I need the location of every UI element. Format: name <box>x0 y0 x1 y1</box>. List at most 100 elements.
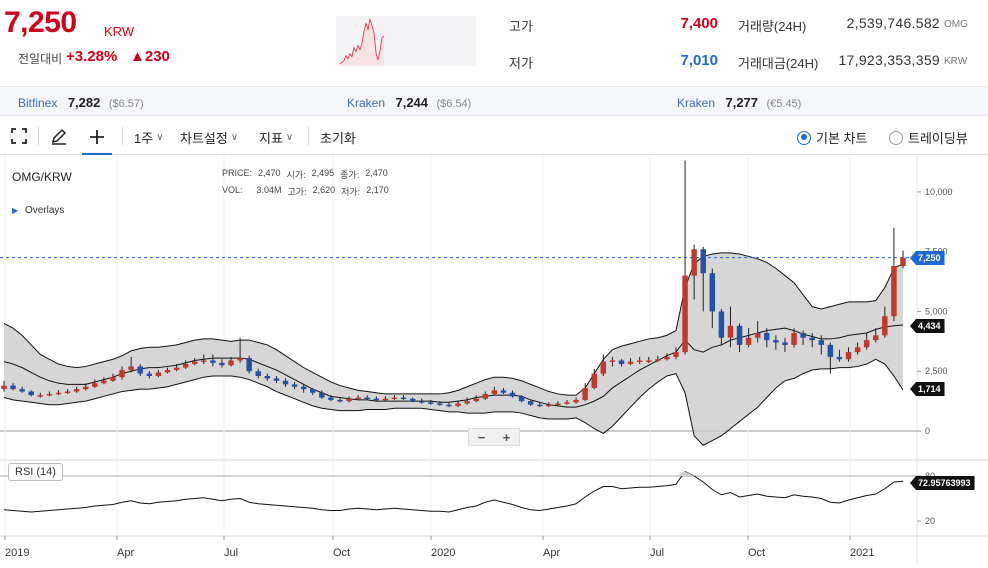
candle-body <box>455 403 461 406</box>
candle-body <box>682 275 688 353</box>
exchange-name: Kraken <box>677 96 716 110</box>
candle-body <box>500 390 507 393</box>
candle-body <box>673 352 679 357</box>
ohlc-row-1: PRICE: 2,470 시가: 2,495 종가: 2,470 <box>222 168 432 181</box>
high-value: 7,400 <box>680 15 718 32</box>
basic-chart-radio[interactable]: 기본 차트 <box>797 128 867 147</box>
candle-body <box>310 389 316 393</box>
sparkline-chart <box>336 16 476 66</box>
candle-body <box>110 377 116 381</box>
chart-settings-dropdown[interactable]: 차트설정 ∨ <box>180 128 238 147</box>
crosshair-icon <box>90 130 104 144</box>
high-value: 2,620 <box>312 185 336 195</box>
tradingview-radio[interactable]: 트레이딩뷰 <box>889 128 968 147</box>
last-price-tag: 7,250 <box>910 251 945 265</box>
candle-body <box>400 397 407 400</box>
chart-toolbar <box>0 118 988 155</box>
candle-body <box>491 390 498 394</box>
exchange-name: Bitfinex <box>18 96 58 110</box>
candle-body <box>364 397 370 400</box>
x-tick-label: Apr <box>543 547 560 559</box>
candle-body <box>382 398 389 401</box>
candle-body <box>437 403 443 405</box>
zoom-in-button[interactable]: + <box>502 429 511 445</box>
x-tick-label: 2019 <box>5 547 29 559</box>
interval-dropdown[interactable]: 1주 ∨ <box>134 128 164 147</box>
candle-body <box>509 392 516 397</box>
candle-body <box>700 249 706 274</box>
exchange-item-bitfinex[interactable]: Bitfinex 7,282 ($6.57) <box>18 94 144 112</box>
x-tick-label: Oct <box>748 547 765 559</box>
x-tick-label: Jul <box>224 547 238 559</box>
candle-body <box>709 273 716 312</box>
fullscreen-svg <box>11 128 27 144</box>
candle-body <box>446 404 452 407</box>
candle-body <box>618 360 625 365</box>
candle-body <box>745 337 752 345</box>
candle-body <box>718 311 725 338</box>
radio-selected-icon <box>797 130 811 145</box>
fullscreen-icon[interactable] <box>10 127 28 145</box>
basic-chart-label: 기본 차트 <box>816 131 868 146</box>
toolbar-divider <box>38 127 39 145</box>
candle-body <box>564 402 570 404</box>
candle-body <box>836 356 843 360</box>
x-tick-label: Oct <box>333 547 350 559</box>
volume-label: 거래량(24H) <box>738 19 807 34</box>
candle-body <box>210 360 216 363</box>
exchange-name: Kraken <box>347 96 386 110</box>
x-tick-label: 2021 <box>850 547 874 559</box>
volume-unit: OMG <box>944 19 968 30</box>
candle-body <box>228 360 234 366</box>
candle-body <box>655 359 661 361</box>
candle-body <box>19 389 25 392</box>
exchange-item-kraken-eur[interactable]: Kraken 7,277 (€5.45) <box>677 94 801 112</box>
candlestick-chart-svg[interactable]: 8020 10,0007,5005,0002,50002019AprJulOct… <box>0 156 988 563</box>
candle-body <box>609 360 616 362</box>
open-value: 2,495 <box>311 168 335 178</box>
exchange-alt-price: (€5.45) <box>766 98 802 110</box>
candle-body <box>664 356 670 360</box>
candle-body <box>191 361 198 365</box>
candle-body <box>473 398 479 402</box>
rsi-indicator-label[interactable]: RSI (14) <box>8 463 63 481</box>
chevron-down-icon: ∨ <box>230 132 239 143</box>
reset-button[interactable]: 초기화 <box>320 128 356 147</box>
candle-body <box>818 340 824 345</box>
candle-body <box>754 332 761 338</box>
overlays-toggle[interactable]: ▶ Overlays <box>12 205 64 216</box>
candle-body <box>573 399 579 403</box>
rsi-group: 8020 <box>0 470 935 526</box>
rsi-line <box>3 470 904 513</box>
crosshair-tool-button[interactable] <box>82 122 112 155</box>
exchange-item-kraken-usd[interactable]: Kraken 7,244 ($6.54) <box>347 94 471 112</box>
tradingview-label: 트레이딩뷰 <box>908 131 968 146</box>
draw-pencil-icon[interactable] <box>50 127 68 145</box>
candle-body <box>273 378 280 381</box>
reset-label: 초기화 <box>320 131 356 146</box>
candle-body <box>482 393 489 399</box>
price-chart-area[interactable]: 8020 10,0007,5005,0002,50002019AprJulOct… <box>0 156 988 568</box>
candle-body <box>891 266 897 317</box>
candle-body <box>863 340 870 348</box>
candle-body <box>10 385 16 390</box>
candle-body <box>518 396 525 402</box>
candle-body <box>900 257 906 266</box>
radio-unselected-icon <box>889 130 903 145</box>
bollinger-lower-line <box>3 358 904 446</box>
candle-body <box>246 358 252 372</box>
candle-body <box>300 386 307 390</box>
zoom-out-button[interactable]: − <box>477 429 486 445</box>
indicators-dropdown[interactable]: 지표 ∨ <box>259 128 293 147</box>
exchange-alt-price: ($6.57) <box>108 98 144 110</box>
candle-body <box>537 404 543 407</box>
candle-body <box>355 397 361 400</box>
exchange-price: 7,282 <box>67 95 101 110</box>
overlays-label: Overlays <box>24 205 65 216</box>
interval-label: 1주 <box>134 131 154 146</box>
chart-settings-label: 차트설정 <box>180 131 228 146</box>
change-percent: +3.28% <box>66 48 118 65</box>
ohlc-legend: PRICE: 2,470 시가: 2,495 종가: 2,470 VOL: 3.04M … <box>222 168 432 198</box>
candle-body <box>845 352 852 360</box>
candle-body <box>201 360 207 362</box>
